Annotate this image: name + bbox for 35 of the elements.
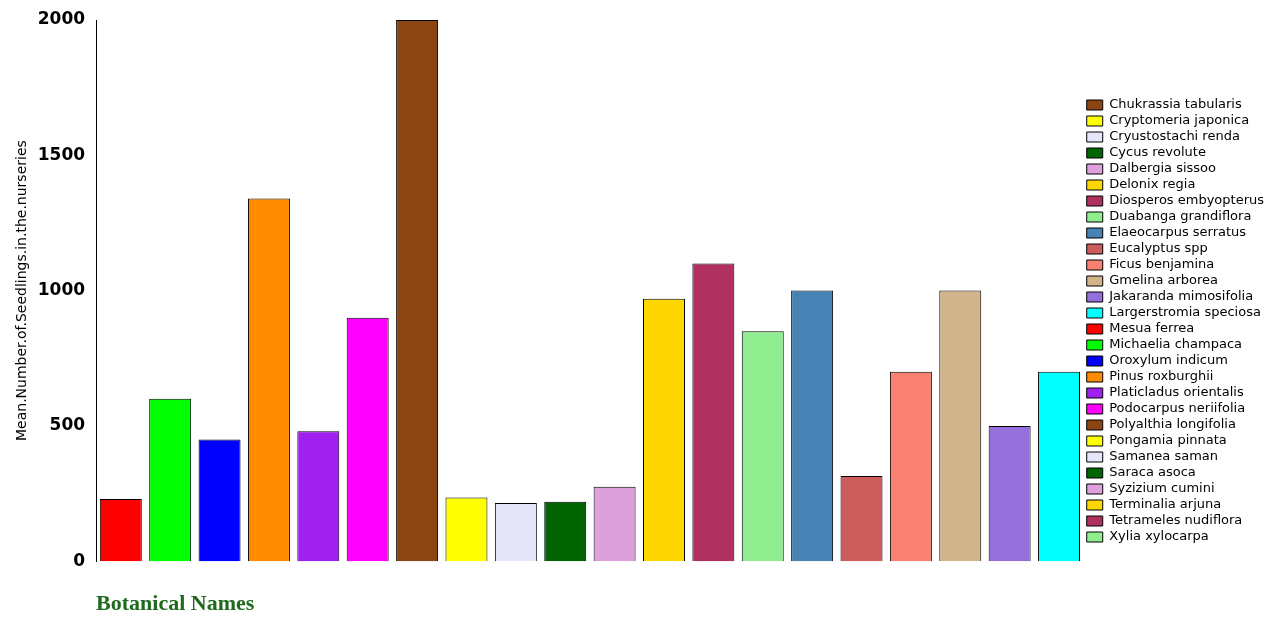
- y-tick-label: 0: [73, 549, 86, 570]
- y-tick-label: 1000: [37, 279, 86, 300]
- legend-label: Podocarpus neriifolia: [1109, 400, 1246, 416]
- legend-label: Pongamia pinnata: [1109, 432, 1227, 448]
- legend-label: Gmelina arborea: [1109, 272, 1219, 288]
- y-tick-label: 1500: [37, 143, 86, 164]
- legend-label: Elaeocarpus serratus: [1109, 224, 1247, 240]
- legend-label: Xylia xylocarpa: [1109, 528, 1209, 544]
- legend-label: Polyalthia longifolia: [1109, 416, 1236, 432]
- x-axis-title: Botanical Names: [96, 590, 255, 616]
- legend-label: Ficus benjamina: [1109, 256, 1215, 272]
- legend-label: Eucalyptus spp: [1109, 240, 1208, 256]
- legend-label: Duabanga grandiflora: [1109, 208, 1252, 224]
- legend-label: Michaelia champaca: [1109, 336, 1243, 352]
- legend-label: Saraca asoca: [1109, 464, 1196, 480]
- legend-label: Diosperos embyopterus: [1109, 192, 1265, 208]
- legend-label: Oroxylum indicum: [1109, 352, 1228, 368]
- legend-label: Delonix regia: [1109, 176, 1196, 192]
- legend-label: Mesua ferrea: [1109, 320, 1195, 336]
- y-tick-label: 500: [49, 414, 86, 435]
- legend-label: Samanea saman: [1109, 448, 1219, 464]
- y-tick-label: 2000: [37, 8, 86, 29]
- y-axis-title: Mean.Number.of.Seedlings.in.the.nurseries: [13, 140, 30, 442]
- legend-label: Dalbergia sissoo: [1109, 160, 1217, 176]
- legend-label: Chukrassia tabularis: [1109, 96, 1242, 112]
- legend-label: Cryptomeria japonica: [1109, 112, 1250, 128]
- legend-label: Cycus revolute: [1109, 144, 1206, 160]
- legend-label: Pinus roxburghii: [1109, 368, 1214, 384]
- legend-label: Syzizium cumini: [1109, 480, 1215, 496]
- legend-label: Jakaranda mimosifolia: [1108, 288, 1254, 304]
- legend-label: Terminalia arjuna: [1108, 496, 1222, 512]
- legend-label: Largerstromia speciosa: [1109, 304, 1261, 320]
- legend-label: Platicladus orientalis: [1109, 384, 1244, 400]
- legend-label: Tetrameles nudiflora: [1108, 512, 1243, 528]
- legend-label: Cryustostachi renda: [1109, 128, 1240, 144]
